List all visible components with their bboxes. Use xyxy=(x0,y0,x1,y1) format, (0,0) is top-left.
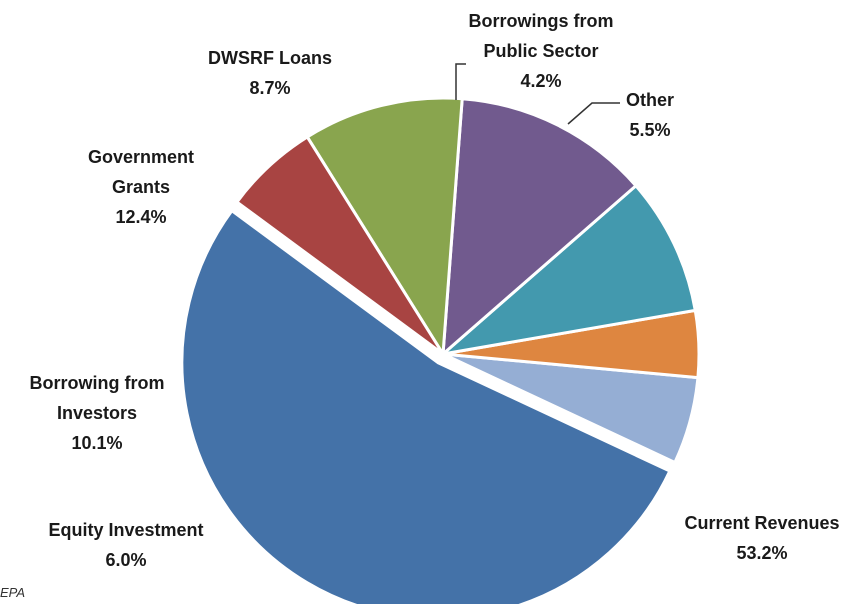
source-note: EPA xyxy=(0,585,25,600)
slice-name: Borrowing from xyxy=(30,373,165,393)
slice-label: Borrowings from Public Sector 4.2% xyxy=(468,11,613,91)
slice-name: Investors xyxy=(57,403,137,423)
slice-value: 6.0% xyxy=(105,550,146,570)
slice-value: 10.1% xyxy=(71,433,122,453)
leader-line xyxy=(455,63,466,100)
slice-label: Borrowing from Investors 10.1% xyxy=(30,373,165,453)
slice-label: Current Revenues 53.2% xyxy=(684,513,839,563)
pie-slice xyxy=(441,97,638,356)
slice-name: Public Sector xyxy=(483,41,598,61)
pie-slice xyxy=(305,96,464,356)
slice-name: Current Revenues xyxy=(684,513,839,533)
slice-value: 12.4% xyxy=(115,207,166,227)
slice-name: Government xyxy=(88,147,194,167)
slice-name: DWSRF Loans xyxy=(208,48,332,68)
pie-slices xyxy=(180,96,701,604)
slice-name: Grants xyxy=(112,177,170,197)
slice-value: 5.5% xyxy=(629,120,670,140)
slice-name: Borrowings from xyxy=(468,11,613,31)
slice-value: 8.7% xyxy=(249,78,290,98)
pie-slice xyxy=(235,135,445,356)
pie-slice xyxy=(180,209,672,604)
leader-lines xyxy=(455,63,620,125)
slice-labels: Current Revenues 53.2% Other 5.5% Borrowings… xyxy=(30,11,840,570)
slice-label: Equity Investment 6.0% xyxy=(48,520,203,570)
slice-label: Government Grants 12.4% xyxy=(88,147,194,227)
slice-label: DWSRF Loans 8.7% xyxy=(208,48,332,98)
slice-value: 4.2% xyxy=(520,71,561,91)
slice-value: 53.2% xyxy=(736,543,787,563)
slice-name: Equity Investment xyxy=(48,520,203,540)
slice-name: Other xyxy=(626,90,674,110)
pie-slice xyxy=(441,184,697,356)
leader-line xyxy=(567,102,620,125)
slice-label: Other 5.5% xyxy=(626,90,674,140)
